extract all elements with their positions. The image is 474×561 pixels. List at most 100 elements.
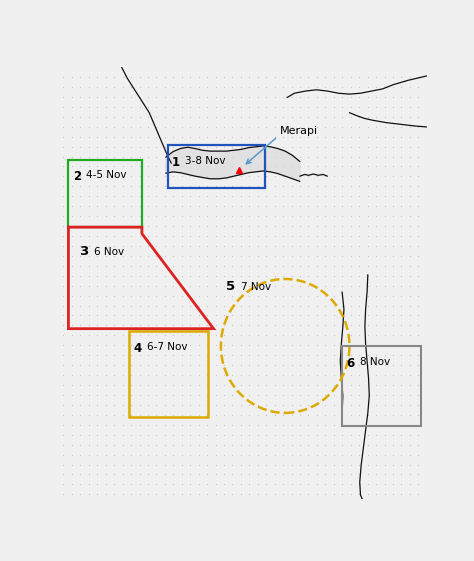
Point bbox=[356, 301, 363, 310]
Point bbox=[220, 301, 228, 310]
Point bbox=[220, 132, 228, 141]
Point bbox=[144, 152, 152, 161]
Point bbox=[170, 281, 177, 290]
Point bbox=[288, 93, 295, 102]
Point bbox=[178, 440, 185, 449]
Point bbox=[381, 430, 388, 439]
Point bbox=[128, 430, 135, 439]
Point bbox=[170, 401, 177, 410]
Point bbox=[186, 291, 194, 300]
Point bbox=[398, 490, 405, 499]
Point bbox=[203, 142, 211, 151]
Point bbox=[102, 182, 109, 191]
Point bbox=[93, 102, 101, 111]
Point bbox=[212, 380, 219, 389]
Point bbox=[288, 272, 295, 280]
Point bbox=[313, 291, 321, 300]
Point bbox=[288, 251, 295, 260]
Point bbox=[313, 272, 321, 280]
Point bbox=[372, 361, 380, 370]
Point bbox=[195, 93, 202, 102]
Point bbox=[170, 390, 177, 399]
Point bbox=[136, 361, 143, 370]
Point bbox=[77, 241, 84, 250]
Point bbox=[85, 202, 92, 211]
Point bbox=[305, 241, 312, 250]
Point bbox=[237, 272, 245, 280]
Point bbox=[313, 112, 321, 121]
Point bbox=[372, 480, 380, 489]
Point bbox=[246, 301, 253, 310]
Point bbox=[228, 162, 236, 171]
Point bbox=[237, 291, 245, 300]
Point bbox=[110, 361, 118, 370]
Point bbox=[254, 460, 262, 469]
Point bbox=[406, 251, 414, 260]
Point bbox=[364, 470, 372, 479]
Point bbox=[296, 261, 304, 270]
Point bbox=[203, 341, 211, 350]
Point bbox=[389, 490, 397, 499]
Point bbox=[220, 331, 228, 340]
Point bbox=[144, 102, 152, 111]
Point bbox=[93, 440, 101, 449]
Point bbox=[77, 361, 84, 370]
Point bbox=[186, 450, 194, 459]
Point bbox=[296, 380, 304, 389]
Point bbox=[119, 311, 127, 320]
Point bbox=[372, 420, 380, 429]
Point bbox=[220, 351, 228, 360]
Point bbox=[110, 460, 118, 469]
Point bbox=[398, 142, 405, 151]
Point bbox=[128, 470, 135, 479]
Point bbox=[212, 172, 219, 181]
Point bbox=[128, 281, 135, 290]
Point bbox=[60, 281, 67, 290]
Point bbox=[60, 410, 67, 419]
Point bbox=[60, 430, 67, 439]
Point bbox=[415, 132, 422, 141]
Point bbox=[321, 410, 329, 419]
Point bbox=[372, 351, 380, 360]
Point bbox=[271, 251, 279, 260]
Point bbox=[415, 211, 422, 220]
Point bbox=[305, 162, 312, 171]
Point bbox=[279, 152, 287, 161]
Point bbox=[77, 202, 84, 211]
Point bbox=[85, 390, 92, 399]
Point bbox=[212, 470, 219, 479]
Point bbox=[321, 281, 329, 290]
Point bbox=[102, 321, 109, 330]
Point bbox=[85, 132, 92, 141]
Point bbox=[161, 321, 169, 330]
Point bbox=[254, 371, 262, 380]
Point bbox=[93, 301, 101, 310]
Point bbox=[406, 450, 414, 459]
Point bbox=[364, 390, 372, 399]
Point bbox=[119, 251, 127, 260]
Point bbox=[237, 112, 245, 121]
Point bbox=[338, 82, 346, 91]
Point bbox=[305, 450, 312, 459]
Point bbox=[128, 401, 135, 410]
Point bbox=[254, 232, 262, 241]
Point bbox=[271, 331, 279, 340]
Point bbox=[228, 321, 236, 330]
Point bbox=[288, 142, 295, 151]
Point bbox=[144, 430, 152, 439]
Point bbox=[153, 440, 160, 449]
Point bbox=[136, 380, 143, 389]
Point bbox=[178, 261, 185, 270]
Point bbox=[60, 222, 67, 231]
Point bbox=[186, 102, 194, 111]
Point bbox=[195, 281, 202, 290]
Point bbox=[77, 321, 84, 330]
Point bbox=[254, 82, 262, 91]
Point bbox=[110, 301, 118, 310]
Point bbox=[161, 82, 169, 91]
Point bbox=[60, 152, 67, 161]
Point bbox=[398, 440, 405, 449]
Point bbox=[119, 321, 127, 330]
Point bbox=[321, 361, 329, 370]
Point bbox=[110, 152, 118, 161]
